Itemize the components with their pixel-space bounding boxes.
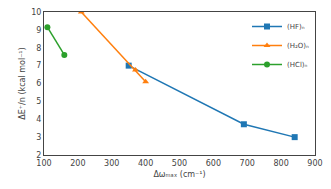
svg-text:900: 900 <box>307 159 322 168</box>
svg-text:(HF)ₙ: (HF)ₙ <box>287 23 305 31</box>
svg-text:8: 8 <box>36 44 41 53</box>
svg-text:400: 400 <box>138 159 153 168</box>
svg-text:9: 9 <box>36 26 41 35</box>
svg-text:6: 6 <box>36 79 41 88</box>
svg-text:4: 4 <box>36 115 41 124</box>
svg-text:Δωₘₐₓ (cm⁻¹): Δωₘₐₓ (cm⁻¹) <box>153 170 205 179</box>
svg-text:500: 500 <box>172 159 187 168</box>
svg-text:10: 10 <box>31 8 41 17</box>
svg-text:700: 700 <box>240 159 255 168</box>
svg-text:300: 300 <box>104 159 119 168</box>
svg-text:100: 100 <box>36 159 51 168</box>
svg-text:3: 3 <box>36 133 41 142</box>
svg-text:200: 200 <box>70 159 85 168</box>
svg-text:ΔE⁺/n (kcal mol⁻¹): ΔE⁺/n (kcal mol⁻¹) <box>18 47 27 119</box>
svg-text:(H₂O)ₙ: (H₂O)ₙ <box>287 42 309 50</box>
svg-text:(HCl)ₙ: (HCl)ₙ <box>287 61 308 69</box>
svg-text:7: 7 <box>36 61 41 70</box>
svg-text:600: 600 <box>206 159 221 168</box>
svg-text:2: 2 <box>36 151 41 160</box>
svg-text:5: 5 <box>36 97 41 106</box>
svg-text:800: 800 <box>273 159 288 168</box>
